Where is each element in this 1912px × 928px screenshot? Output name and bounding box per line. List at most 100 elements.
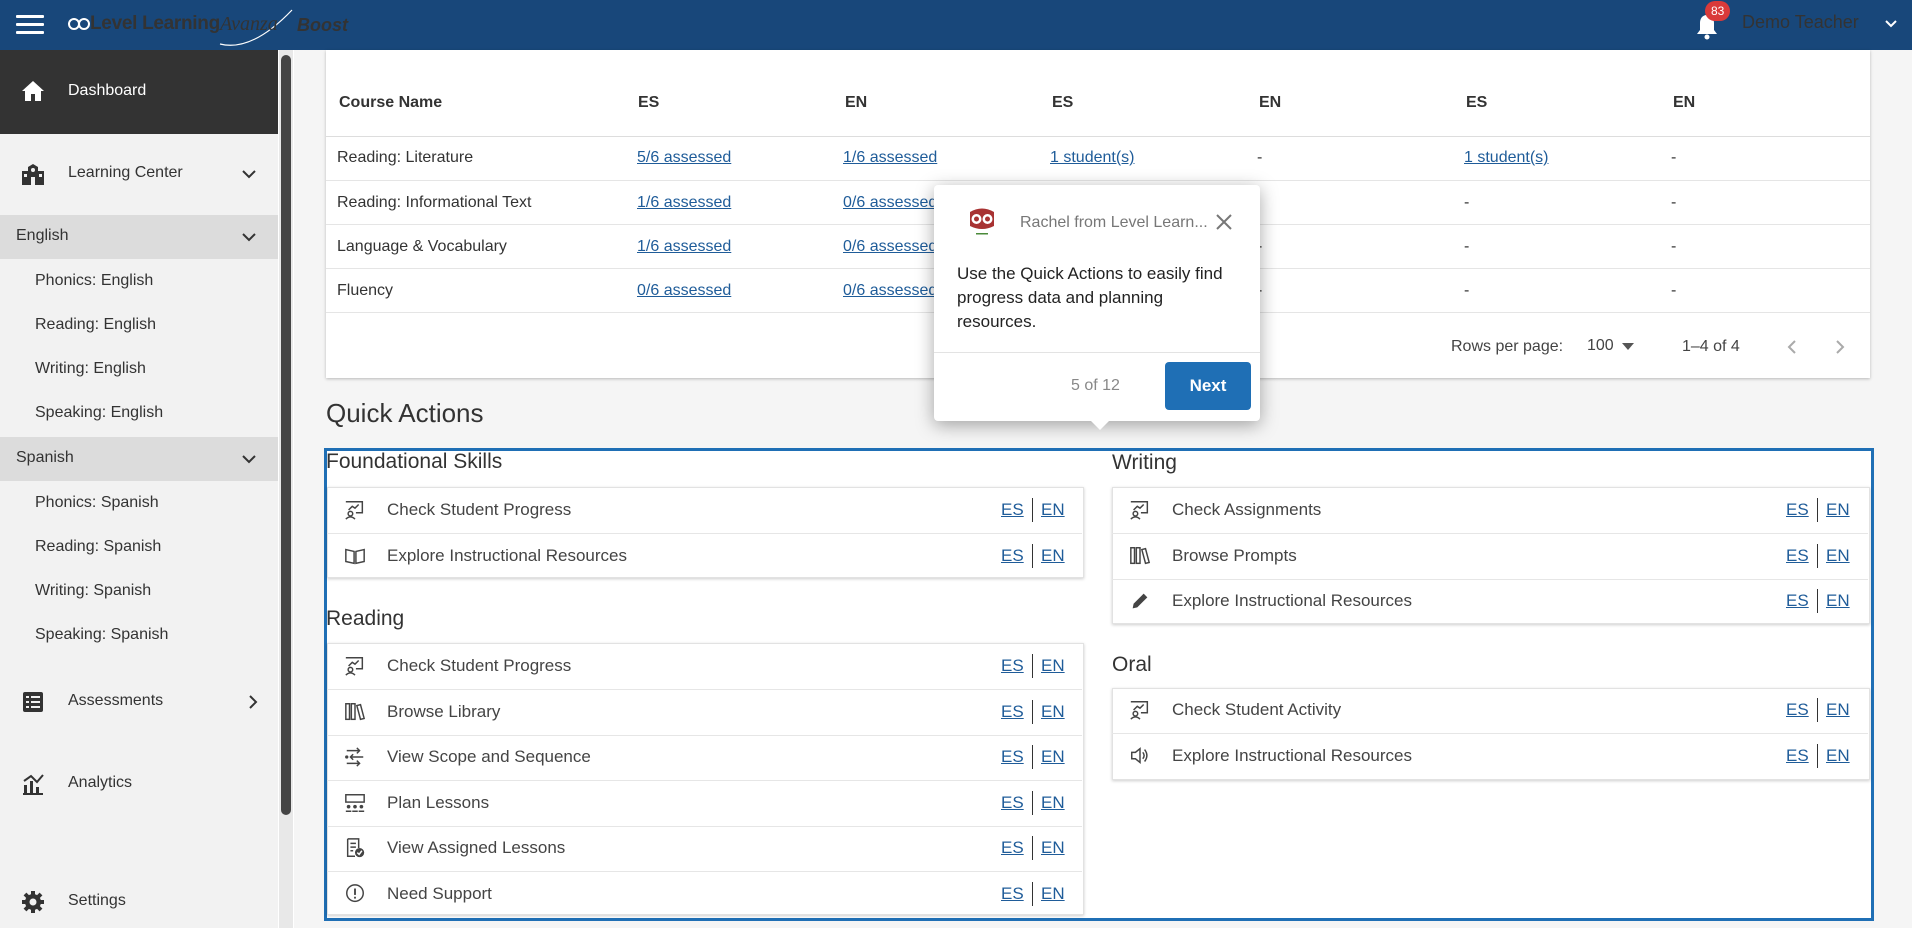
course-name-cell: Fluency — [337, 282, 394, 299]
user-menu[interactable]: Demo Teacher — [1742, 12, 1859, 32]
quick-action-row[interactable]: Check Student Activity ES EN — [1112, 688, 1868, 734]
quick-action-row[interactable]: Check Student Progress ES EN — [327, 488, 1082, 534]
english-link[interactable]: EN — [1041, 701, 1065, 721]
chevron-right-icon — [249, 695, 258, 709]
spanish-link[interactable]: ES — [1001, 838, 1024, 857]
chevron-down-icon[interactable] — [1885, 18, 1897, 30]
sidebar-item-speaking-english[interactable]: Speaking: English — [35, 404, 164, 421]
spanish-link[interactable]: ES — [1786, 591, 1809, 610]
sidebar-item-phonics-spanish[interactable]: Phonics: Spanish — [35, 494, 159, 511]
assessed-link[interactable]: 1/6 assessed — [843, 149, 938, 166]
sidebar-section-english[interactable]: English — [0, 215, 278, 259]
table-cell: - — [1257, 149, 1263, 166]
quick-action-row[interactable]: Explore Instructional Resources ES EN — [1112, 734, 1868, 779]
sidebar-item-writing-spanish[interactable]: Writing: Spanish — [35, 582, 152, 599]
divider — [1032, 881, 1033, 906]
quick-action-row[interactable]: Browse Library ES EN — [327, 690, 1082, 736]
quick-action-row[interactable]: Check Assignments ES EN — [1112, 488, 1868, 534]
dropdown-arrow-icon[interactable] — [1622, 343, 1634, 351]
english-link[interactable]: EN — [1041, 792, 1065, 812]
english-link[interactable]: EN — [1041, 883, 1065, 903]
table-cell: - — [1671, 282, 1677, 299]
quick-action-row[interactable]: Browse Prompts ES EN — [1112, 534, 1868, 580]
column-header: Course Name — [339, 94, 443, 111]
quick-action-row[interactable]: View Assigned Lessons ES EN — [327, 826, 1082, 872]
sidebar-section-spanish[interactable]: Spanish — [0, 437, 278, 481]
english-link[interactable]: EN — [1041, 545, 1065, 565]
assessed-link[interactable]: 0/6 assessed — [843, 282, 938, 299]
spanish-link[interactable]: ES — [1001, 701, 1024, 721]
english-link[interactable]: EN — [1041, 747, 1065, 766]
english-link[interactable]: EN — [1826, 591, 1850, 610]
english-link[interactable]: EN — [1826, 545, 1850, 565]
spanish-link[interactable]: ES — [1001, 883, 1024, 903]
chevron-down-icon — [242, 455, 256, 464]
divider — [1032, 498, 1033, 522]
column-header: ES — [638, 94, 660, 111]
spanish-link[interactable]: ES — [1786, 700, 1809, 719]
sidebar-item-reading-english[interactable]: Reading: English — [35, 316, 156, 333]
quick-action-label: Browse Library — [387, 701, 501, 721]
english-link[interactable]: EN — [1826, 700, 1850, 719]
pencil-icon — [1132, 593, 1148, 609]
previous-page-icon[interactable] — [1786, 339, 1798, 355]
english-link[interactable]: EN — [1041, 656, 1065, 675]
spanish-link[interactable]: ES — [1001, 545, 1024, 565]
quick-action-label: Explore Instructional Resources — [387, 545, 628, 565]
divider — [1817, 543, 1818, 568]
sidebar-item-phonics-english[interactable]: Phonics: English — [35, 272, 154, 289]
sidebar-item-label: Settings — [68, 892, 126, 909]
sidebar-item-speaking-spanish[interactable]: Speaking: Spanish — [35, 626, 169, 643]
divider — [1032, 543, 1033, 568]
menu-icon[interactable] — [16, 12, 44, 36]
students-link[interactable]: 1 student(s) — [1050, 149, 1135, 166]
level-learning-owl-avatar-icon — [964, 202, 1000, 238]
quick-action-row[interactable]: Explore Instructional Resources ES EN — [327, 534, 1082, 579]
sidebar-item-reading-spanish[interactable]: Reading: Spanish — [35, 538, 162, 555]
spanish-link[interactable]: ES — [1786, 545, 1809, 565]
english-link[interactable]: EN — [1041, 838, 1065, 857]
tour-popup-pointer — [1088, 418, 1112, 430]
quick-action-row[interactable]: Check Student Progress ES EN — [327, 644, 1082, 690]
close-icon[interactable] — [1214, 212, 1234, 232]
sidebar-item-dashboard[interactable]: Dashboard — [0, 50, 278, 134]
spanish-link[interactable]: ES — [1001, 656, 1024, 675]
spanish-link[interactable]: ES — [1001, 792, 1024, 812]
table-cell: - — [1464, 282, 1470, 299]
rows-per-page-select[interactable]: 100 — [1587, 337, 1614, 354]
column-header: EN — [1673, 94, 1696, 111]
sidebar-scrollbar[interactable] — [281, 55, 291, 815]
assessed-link[interactable]: 0/6 assessed — [843, 194, 938, 211]
quick-action-label: Check Student Progress — [387, 500, 572, 519]
quick-action-row[interactable]: View Scope and Sequence ES EN — [327, 735, 1082, 781]
sidebar-item-assessments[interactable]: Assessments — [0, 680, 278, 724]
assessed-link[interactable]: 0/6 assessed — [843, 238, 938, 255]
column-header: ES — [1466, 94, 1488, 111]
spanish-link[interactable]: ES — [1001, 747, 1024, 766]
sidebar-item-analytics[interactable]: Analytics — [0, 762, 278, 806]
spanish-link[interactable]: ES — [1001, 500, 1024, 519]
sidebar-item-learning-center[interactable]: Learning Center — [0, 152, 278, 196]
english-link[interactable]: EN — [1041, 500, 1065, 519]
assessed-link[interactable]: 1/6 assessed — [637, 238, 732, 255]
assessed-link[interactable]: 5/6 assessed — [637, 149, 732, 166]
quick-action-label: Browse Prompts — [1172, 545, 1297, 565]
tour-popup-sender: Rachel from Level Learn... — [1020, 214, 1208, 231]
spanish-link[interactable]: ES — [1786, 500, 1809, 519]
assessed-link[interactable]: 0/6 assessed — [637, 282, 732, 299]
assessed-link[interactable]: 1/6 assessed — [637, 194, 732, 211]
sidebar-item-writing-english[interactable]: Writing: English — [35, 360, 146, 377]
spanish-link[interactable]: ES — [1786, 745, 1809, 765]
group-title-writing: Writing — [1112, 451, 1177, 474]
quick-action-row[interactable]: Explore Instructional Resources ES EN — [1112, 579, 1868, 624]
sidebar-item-settings[interactable]: Settings — [0, 880, 278, 924]
next-page-icon[interactable] — [1834, 339, 1846, 355]
next-button[interactable]: Next — [1165, 362, 1251, 410]
students-link[interactable]: 1 student(s) — [1464, 149, 1549, 166]
quick-action-row[interactable]: Plan Lessons ES EN — [327, 781, 1082, 827]
quick-action-row[interactable]: Need Support ES EN — [327, 872, 1082, 917]
english-link[interactable]: EN — [1826, 500, 1850, 519]
sidebar-item-label: Dashboard — [68, 82, 147, 99]
english-link[interactable]: EN — [1826, 745, 1850, 765]
sidebar-item-label: Learning Center — [68, 164, 183, 181]
